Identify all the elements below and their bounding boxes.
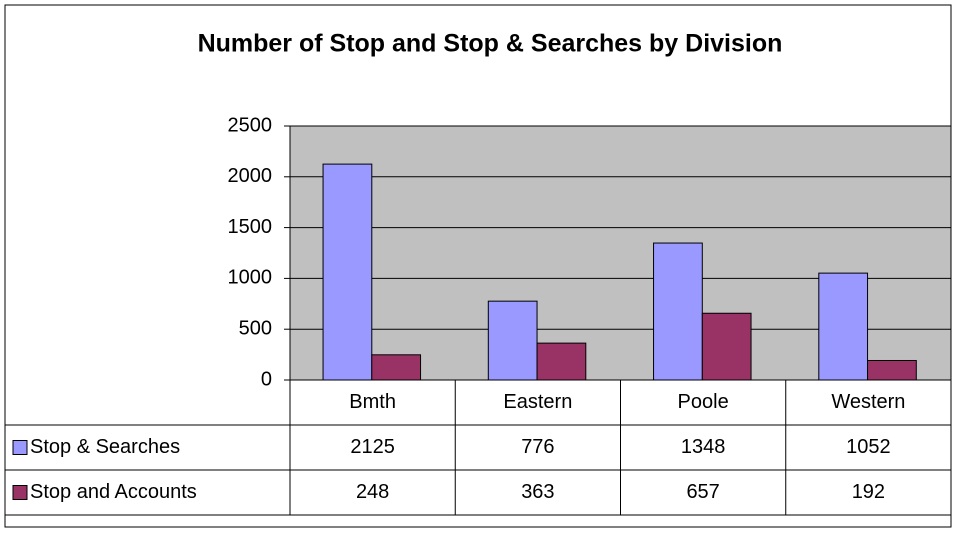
legend-label: Stop and Accounts [30,481,197,503]
x-tick-label: Eastern [503,391,572,413]
bar [701,312,752,381]
table-value: 363 [521,481,554,503]
y-tick-label: 2000 [228,165,273,187]
chart-title: Number of Stop and Stop & Searches by Di… [198,30,783,58]
table-value: 657 [686,481,719,503]
y-tick-label: 0 [261,368,272,390]
bar [371,354,422,381]
legend-swatch [12,485,28,500]
y-tick-label: 500 [239,317,272,339]
table-value: 1348 [681,436,726,458]
bar [818,272,869,381]
table-value: 776 [521,436,554,458]
y-tick-label: 1000 [228,267,273,289]
table-value: 1052 [846,436,891,458]
bar [867,359,917,381]
y-tick-label: 1500 [228,216,273,238]
x-tick-label: Bmth [349,391,396,413]
bar [487,300,538,381]
bar [653,242,703,381]
x-tick-label: Western [831,391,905,413]
table-value: 248 [356,481,389,503]
bar [322,163,373,381]
table-value: 2125 [350,436,395,458]
bar [536,342,587,381]
legend-label: Stop & Searches [30,436,180,458]
table-value: 192 [852,481,885,503]
y-tick-label: 2500 [228,114,273,136]
x-tick-label: Poole [678,391,729,413]
legend-swatch [12,440,28,455]
